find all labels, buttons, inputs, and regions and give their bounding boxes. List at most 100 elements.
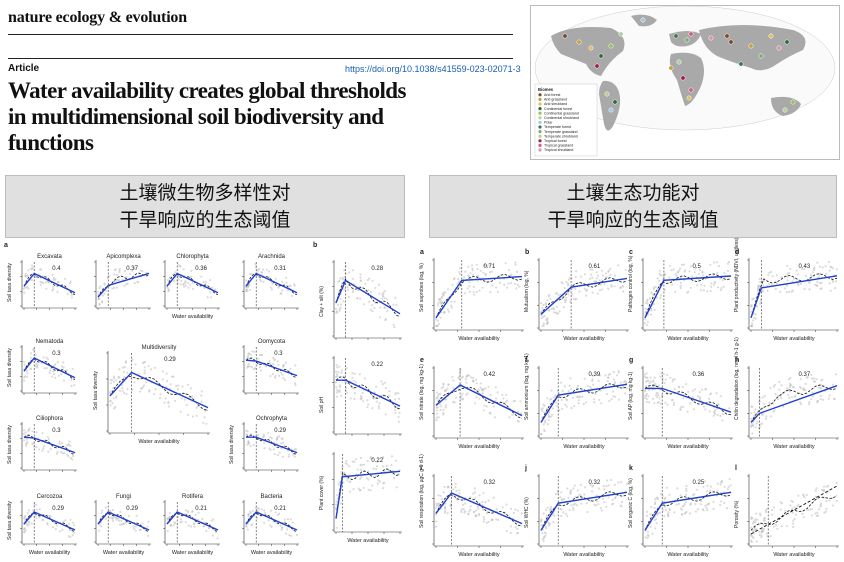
data-point [645,400,648,403]
data-point [670,269,673,272]
data-point [437,502,440,505]
data-point [669,264,672,267]
data-point [612,390,615,393]
doi-link[interactable]: https://doi.org/10.1038/s41559-023-02071… [345,64,521,74]
data-point [512,400,515,403]
segmented-fit [245,272,298,294]
data-point [284,532,287,535]
data-point [597,503,600,506]
threshold-value: 0.71 [484,264,496,270]
data-point [646,510,649,513]
data-point [458,489,461,492]
data-point [191,281,194,285]
data-point [159,397,162,400]
data-point [55,524,58,527]
data-point [459,397,463,400]
panel-title: Ochrophyta [256,416,288,422]
data-point [597,379,600,383]
data-point [378,480,382,483]
data-point [829,265,832,268]
data-point [256,434,259,437]
data-point [436,391,439,394]
data-point [23,527,26,530]
data-point [112,380,115,383]
data-point [550,307,553,311]
data-point [126,371,129,374]
data-point [552,306,555,309]
data-point [543,531,546,534]
sample-site-point [790,99,796,105]
threshold-value: 0.22 [371,458,383,464]
data-point [472,492,475,495]
data-point [475,291,478,294]
data-point [567,496,570,499]
data-point [338,385,341,389]
data-point [685,489,688,493]
data-point [450,300,453,303]
data-point [650,291,653,294]
data-point [338,390,341,393]
data-point [26,512,29,515]
data-point [116,273,119,276]
sample-site-point [618,31,624,37]
data-point [595,504,598,507]
data-point [644,307,647,311]
data-point [612,378,615,381]
data-point [614,395,617,398]
data-point [97,291,100,294]
data-point [509,507,513,510]
data-point [98,286,101,290]
sample-site-point [673,33,679,39]
data-point [814,512,817,515]
data-point [686,410,689,413]
data-point [58,530,62,533]
data-point [809,274,813,277]
data-point [592,383,595,386]
data-point [612,370,615,374]
data-point [436,406,439,409]
data-point [100,511,103,515]
data-point [658,279,661,282]
data-point [723,272,726,275]
data-point [572,487,575,490]
data-point [363,377,366,380]
data-point [566,282,570,285]
data-point [799,282,802,286]
data-point [200,390,203,393]
data-point [822,489,825,492]
data-point [721,419,724,422]
data-point [689,402,692,405]
segmented-fit [97,511,150,531]
data-point [367,403,370,406]
data-point [831,497,834,500]
data-point [442,408,445,411]
data-point [112,386,115,389]
data-point [509,525,513,528]
data-point [256,270,259,273]
data-point [436,324,439,328]
data-point [774,287,777,291]
data-point [804,382,807,385]
data-point [797,284,800,287]
data-point [334,307,338,310]
data-point [273,359,276,362]
data-point [61,528,64,531]
segmented-fit [750,275,838,319]
data-point [455,489,458,492]
data-point [595,494,598,497]
data-point [780,525,783,528]
data-point [786,272,789,275]
data-point [118,523,122,526]
data-point [341,278,345,281]
data-point [496,290,499,293]
data-point [124,521,127,524]
data-point [704,408,707,411]
data-point [278,451,281,454]
data-point [819,386,822,389]
data-point [111,508,114,512]
data-point [789,267,792,270]
segmented-fit [23,436,76,454]
data-point [820,379,823,382]
data-point [649,380,652,383]
